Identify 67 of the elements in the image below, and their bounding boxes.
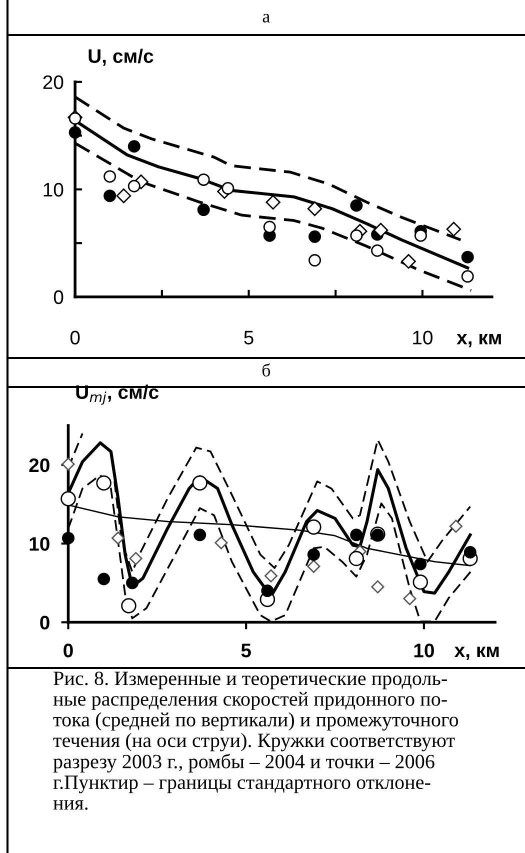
x-tick-label: 5 — [241, 644, 251, 658]
point — [121, 598, 136, 614]
point — [96, 475, 112, 491]
point — [197, 204, 210, 216]
y-tick-label: 20 — [29, 458, 50, 472]
point — [68, 126, 82, 139]
point — [261, 584, 274, 598]
point — [461, 270, 474, 283]
y-tick-label: 10 — [44, 182, 64, 197]
point — [263, 220, 276, 234]
x-axis-title: x, км — [454, 646, 499, 660]
point — [264, 569, 278, 582]
point — [222, 182, 234, 195]
x-tick-label: 10 — [414, 644, 434, 658]
y-tick-label: 20 — [43, 75, 64, 90]
point — [62, 458, 75, 471]
point — [350, 528, 363, 542]
point — [98, 572, 110, 586]
y-tick-label: 10 — [30, 537, 50, 551]
y-tick-label: 0 — [54, 290, 64, 304]
y-tick-label: 0 — [40, 616, 50, 630]
chart-title: б — [262, 363, 270, 377]
point — [116, 188, 132, 204]
chart-title: а — [262, 14, 270, 23]
point — [464, 546, 476, 558]
point — [214, 536, 228, 550]
point — [412, 574, 428, 590]
point — [194, 528, 206, 542]
point — [129, 552, 142, 566]
point — [401, 254, 416, 269]
point — [373, 222, 388, 238]
point — [104, 190, 116, 202]
point — [126, 576, 139, 590]
point — [371, 580, 384, 594]
point — [128, 180, 140, 192]
point — [308, 254, 322, 267]
point — [307, 548, 320, 561]
point — [306, 519, 322, 535]
x-tick-label: 0 — [70, 330, 80, 344]
point — [62, 532, 74, 544]
point — [371, 244, 384, 257]
point — [461, 250, 474, 264]
point — [350, 229, 363, 242]
point — [449, 520, 462, 533]
point — [348, 550, 364, 566]
x-tick-label: 10 — [413, 330, 433, 344]
point — [197, 173, 210, 186]
point — [192, 475, 208, 491]
point — [350, 199, 363, 212]
point — [308, 230, 322, 243]
x-tick-label: 0 — [64, 644, 73, 658]
x-tick-label: 5 — [244, 330, 254, 344]
point — [266, 194, 280, 210]
point — [60, 491, 76, 506]
text: Рис. 8. Измеренные и теоретические продоль- ные распределения скоростей придонного по- тока (средней по вертикали) и промежуточного течения (на оси струи). Кружки соответствуют разрезу 2003 г., ромбы – 2004 и точки – 2006 г.Пунктир – границы стандартного отклоне- ния. — [53, 672, 458, 810]
point — [104, 170, 116, 183]
point — [414, 229, 427, 242]
y-axis-title: U, см/с — [88, 48, 154, 66]
point — [112, 532, 125, 545]
point — [307, 201, 322, 216]
x-axis-title: x, км — [456, 334, 501, 348]
point — [307, 560, 320, 573]
point — [414, 558, 427, 570]
point — [68, 112, 82, 125]
point — [128, 140, 140, 153]
point — [446, 222, 462, 237]
point — [403, 592, 416, 606]
